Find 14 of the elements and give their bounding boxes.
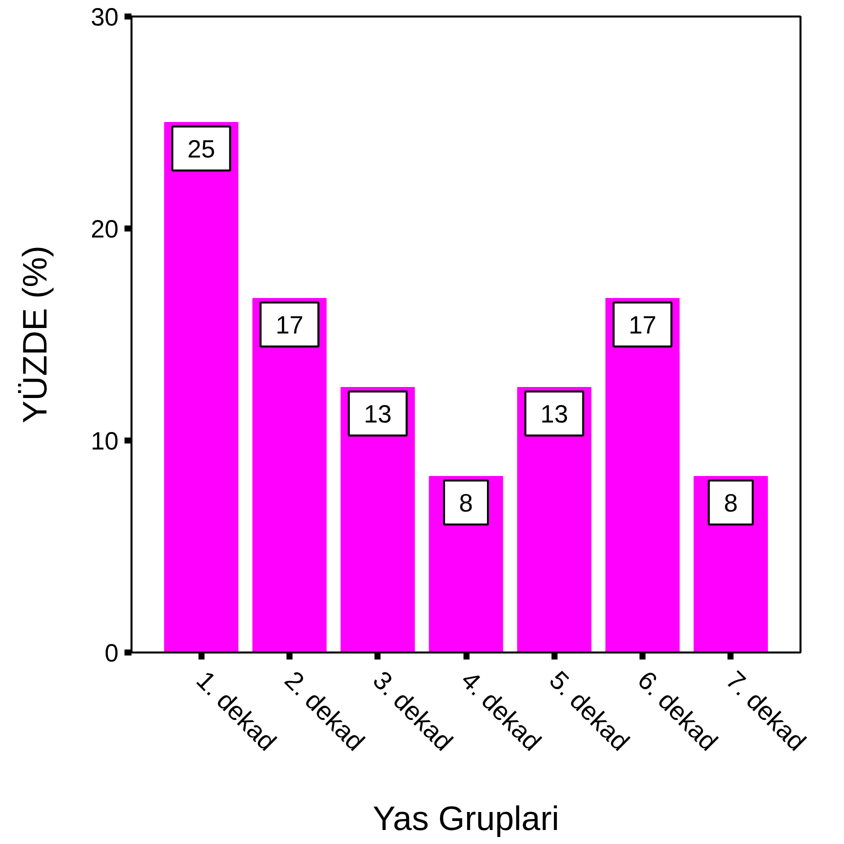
y-tick-label: 20 — [90, 216, 119, 244]
data-label: 13 — [364, 400, 392, 428]
data-label: 8 — [459, 490, 473, 518]
y-tick-label: 0 — [104, 640, 118, 668]
y-tick-label: 30 — [90, 4, 119, 32]
data-label: 8 — [724, 490, 738, 518]
y-axis-title: YÜZDE (%) — [16, 246, 55, 424]
data-label: 17 — [628, 311, 656, 340]
data-label: 25 — [187, 136, 216, 164]
y-tick-label: 10 — [90, 428, 119, 456]
x-axis-title: Yas Gruplari — [372, 800, 560, 838]
data-label: 13 — [540, 400, 568, 428]
bar — [164, 122, 238, 652]
data-label: 17 — [276, 311, 304, 340]
